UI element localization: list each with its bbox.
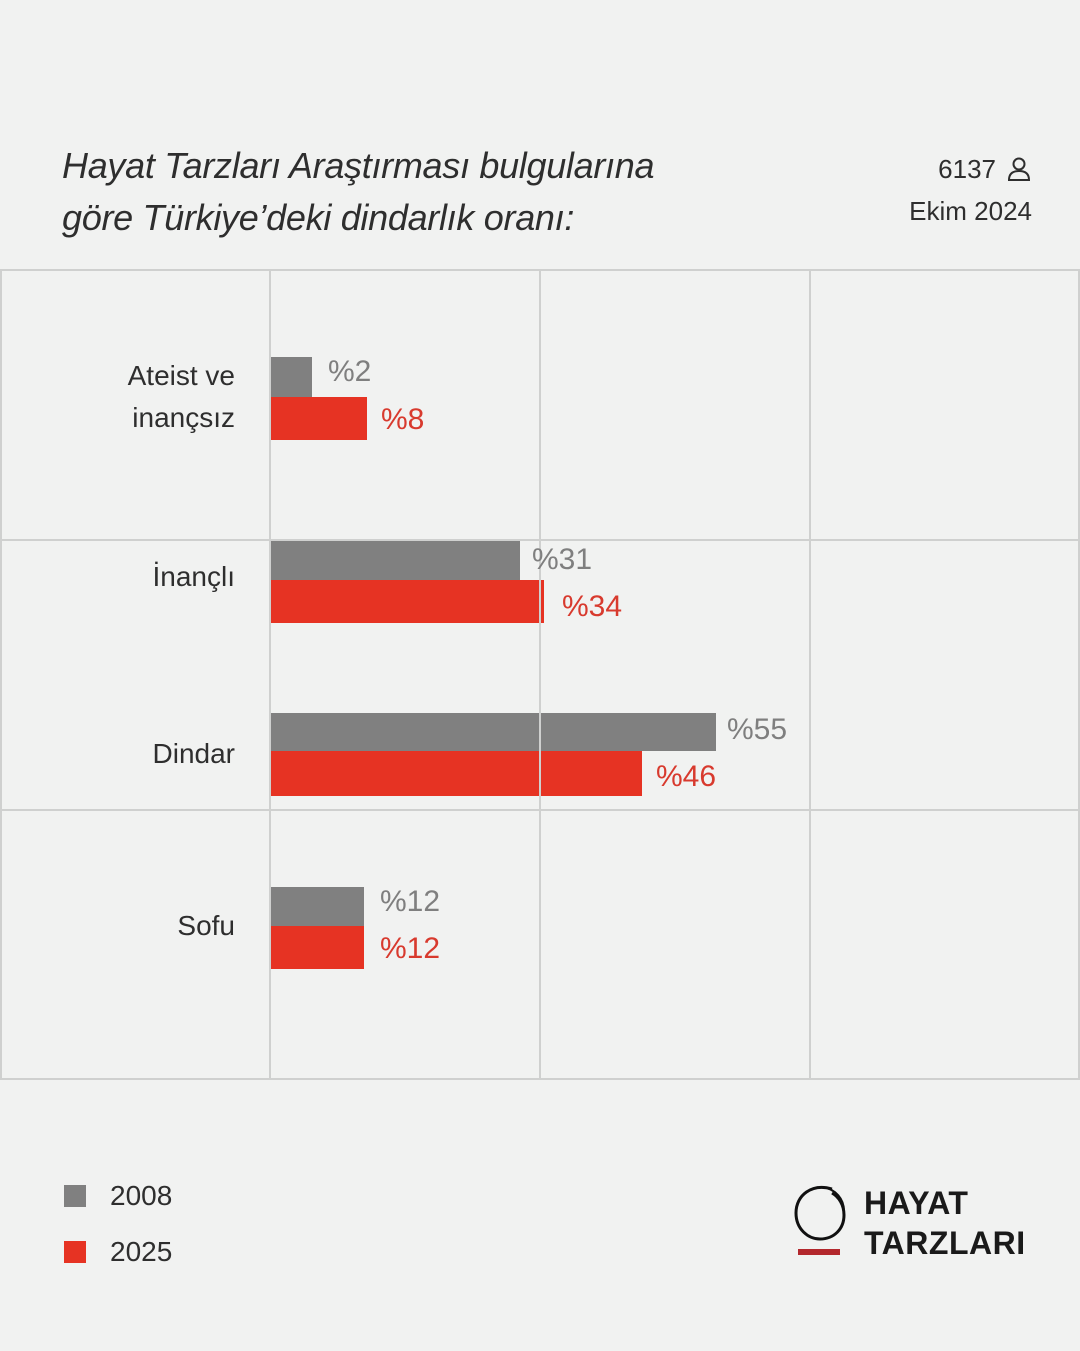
grid-line — [269, 269, 271, 1080]
category-label-line: Sofu — [177, 910, 235, 941]
grid-line — [0, 269, 2, 1080]
grid-line — [809, 269, 811, 1080]
category-label-sofu: Sofu — [177, 905, 235, 947]
chart-title: Hayat Tarzları Araştırması bulgularına g… — [62, 140, 782, 244]
value-2025-dindar: %46 — [656, 760, 717, 793]
chart-legend: 2008 2025 — [64, 1168, 172, 1280]
legend-item-2008: 2008 — [64, 1168, 172, 1224]
value-2008-sofu: %12 — [380, 885, 441, 918]
logo-circle-icon — [794, 1186, 846, 1255]
legend-label: 2008 — [110, 1180, 173, 1211]
bar-2025-dindar — [270, 751, 642, 796]
person-icon — [1007, 157, 1031, 181]
bar-2025-ateist — [270, 397, 367, 440]
survey-date: Ekim 2024 — [909, 196, 1032, 226]
grid-line — [539, 269, 541, 1080]
category-label-line: Dindar — [152, 738, 235, 769]
chart-title-line1: Hayat Tarzları Araştırması bulgularına — [62, 145, 655, 186]
category-label-line: İnançlı — [152, 561, 236, 592]
category-label-line: inançsız — [132, 402, 235, 433]
logo-text-line1: HAYAT — [864, 1185, 969, 1221]
brand-logo: HAYAT TARZLARI — [792, 1183, 1026, 1263]
value-2008-ateist: %2 — [328, 355, 372, 388]
bar-2008-ateist — [270, 357, 312, 397]
legend-label: 2025 — [110, 1236, 173, 1267]
value-2008-dindar: %55 — [727, 713, 788, 746]
sample-size: 6137 — [938, 154, 996, 184]
value-2025-ateist: %8 — [381, 403, 425, 436]
category-label-inancli: İnançlı — [153, 556, 236, 598]
bar-2008-inancli — [270, 540, 520, 580]
category-label-dindar: Dindar — [153, 733, 235, 775]
chart-plot-area: Ateist ve inançsız %2 %8 İnançlı %31 %34… — [0, 269, 1080, 1080]
category-label-ateist: Ateist ve inançsız — [128, 355, 235, 439]
chart-meta: 6137 Ekim 2024 — [909, 148, 1032, 232]
bar-2025-sofu — [270, 926, 364, 969]
category-label-line: Ateist ve — [127, 360, 235, 391]
chart-title-line2: göre Türkiye’deki dindarlık oranı: — [62, 197, 575, 238]
bar-2008-dindar — [270, 713, 716, 751]
value-2025-inancli: %34 — [562, 590, 623, 623]
bar-2025-inancli — [270, 580, 544, 623]
logo-text-line2: TARZLARI — [864, 1225, 1026, 1261]
grid-line — [1078, 269, 1080, 1080]
legend-item-2025: 2025 — [64, 1224, 172, 1280]
value-2008-inancli: %31 — [532, 543, 593, 576]
legend-swatch-red — [64, 1241, 86, 1263]
legend-swatch-gray — [64, 1185, 86, 1207]
value-2025-sofu: %12 — [380, 932, 441, 965]
bar-2008-sofu — [270, 887, 364, 926]
